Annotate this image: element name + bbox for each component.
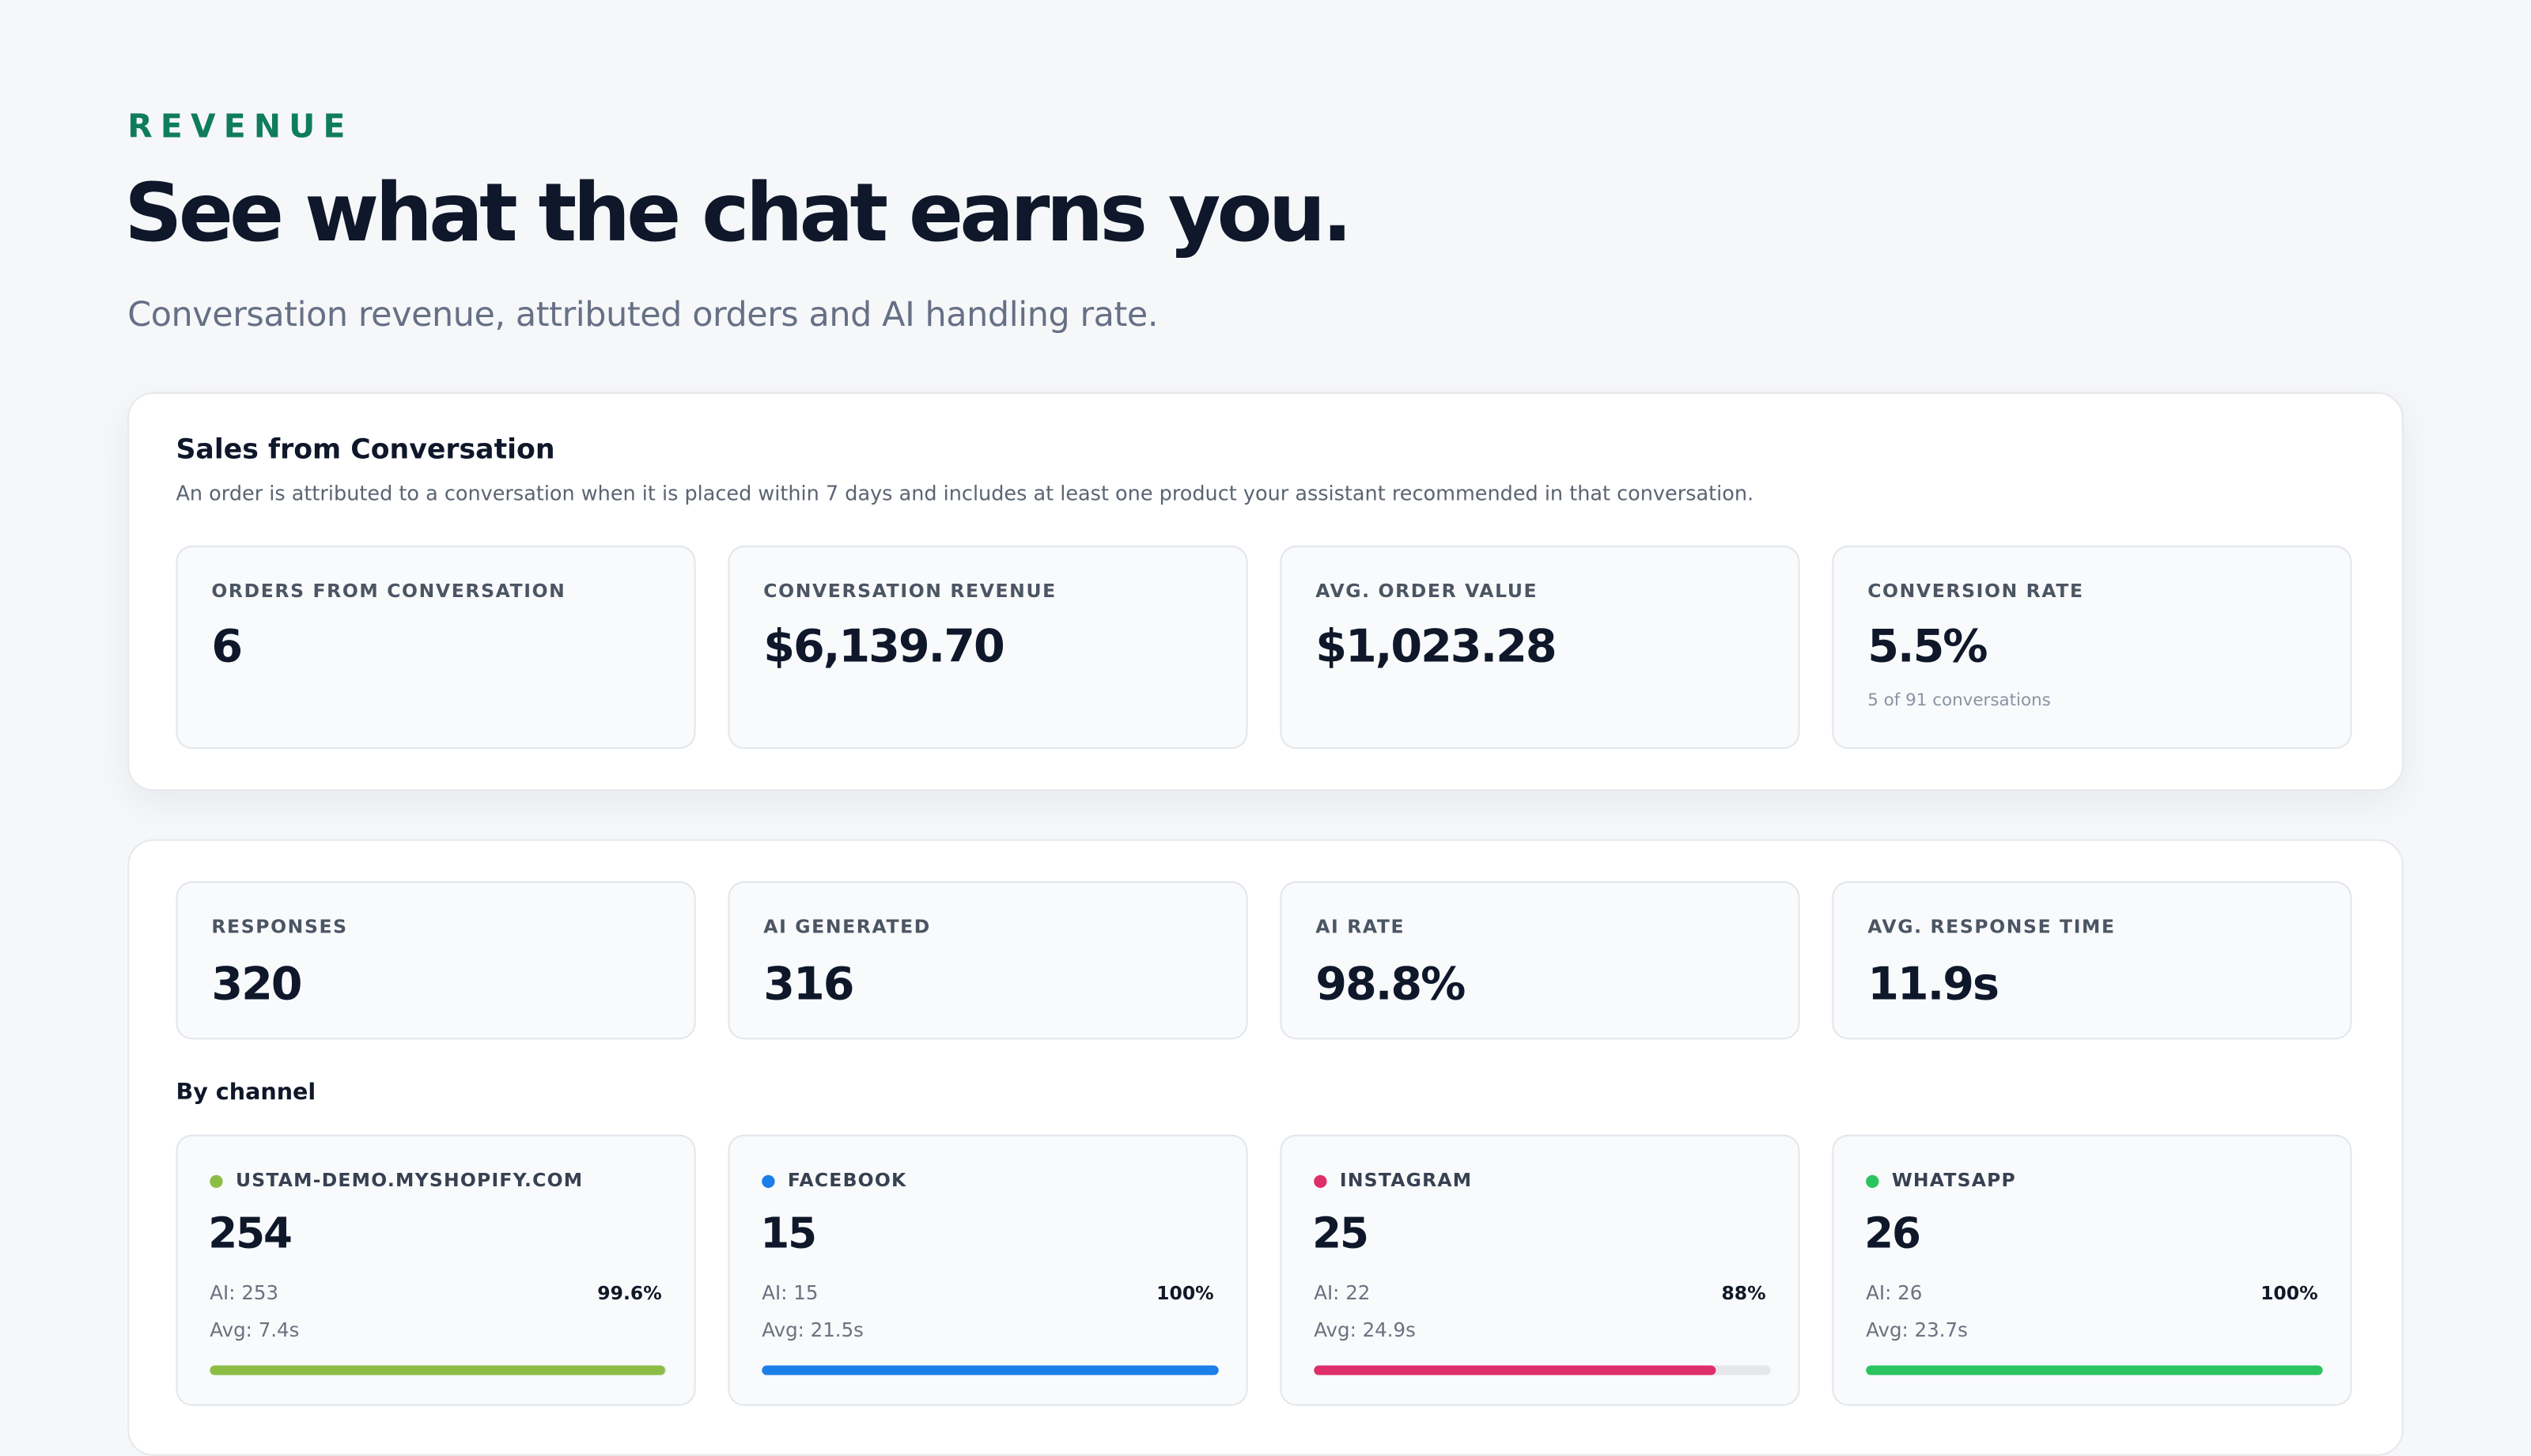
progress-bar <box>210 1365 665 1375</box>
stat-value: $6,139.70 <box>763 619 1004 674</box>
channel-card: USTAM-DEMO.MYSHOPIFY.COM 254 AI: 253 99.6% A… <box>176 1134 696 1406</box>
channel-card: FACEBOOK 15 AI: 15 100% Avg: 21.5s <box>728 1134 1248 1406</box>
progress-track <box>1866 1365 2323 1375</box>
avg-time: Avg: 24.9s <box>1314 1318 1416 1341</box>
stat-card: RESPONSES 320 <box>176 881 696 1040</box>
stat-label: AI GENERATED <box>763 915 931 938</box>
ai-count: AI: 15 <box>762 1281 819 1304</box>
section-title: By channel <box>176 1080 316 1106</box>
progress-bar <box>1314 1365 1716 1375</box>
progress-bar <box>1866 1365 2323 1375</box>
ai-share: 100% <box>2260 1281 2318 1304</box>
channel-name: INSTAGRAM <box>1339 1168 1473 1192</box>
stat-card: AVG. ORDER VALUE $1,023.28 <box>1280 545 1800 749</box>
progress-track <box>762 1365 1219 1375</box>
ai-count: AI: 253 <box>210 1281 279 1304</box>
subtitle: Conversation revenue, attributed orders … <box>127 295 1159 335</box>
eyebrow: REVENUE <box>127 106 354 146</box>
activity-card: By channel RESPONSES 320 AI GENERATED 316 AI… <box>127 839 2404 1456</box>
channel-count: 254 <box>208 1210 293 1259</box>
channel-dot <box>762 1174 775 1189</box>
channel-count: 26 <box>1864 1210 1921 1259</box>
stat-value: 320 <box>211 957 302 1011</box>
stat-value: 11.9s <box>1867 957 1999 1011</box>
channel-count: 15 <box>760 1210 817 1259</box>
stat-label: AVG. RESPONSE TIME <box>1867 915 2116 938</box>
channel-dot <box>1866 1174 1879 1189</box>
stat-label: RESPONSES <box>211 915 348 938</box>
ai-share: 99.6% <box>597 1281 662 1304</box>
stat-value: 98.8% <box>1315 957 1466 1011</box>
stat-card: AI RATE 98.8% <box>1280 881 1800 1040</box>
stat-card: AI GENERATED 316 <box>728 881 1248 1040</box>
stat-value: 316 <box>763 957 854 1011</box>
stat-card: AVG. RESPONSE TIME 11.9s <box>1832 881 2352 1040</box>
stat-value: 6 <box>211 619 243 674</box>
stat-label: ORDERS FROM CONVERSATION <box>211 579 566 603</box>
card-description: An order is attributed to a conversation… <box>176 481 1754 505</box>
stat-card: CONVERSATION REVENUE $6,139.70 <box>728 545 1248 749</box>
channel-name: FACEBOOK <box>787 1168 907 1192</box>
channel-dot <box>1314 1174 1327 1189</box>
stat-value: $1,023.28 <box>1315 619 1557 674</box>
progress-track <box>1314 1365 1771 1375</box>
card-title: Sales from Conversation <box>176 433 555 467</box>
channel-card: INSTAGRAM 25 AI: 22 88% Avg: 24.9s <box>1280 1134 1800 1406</box>
avg-time: Avg: 7.4s <box>210 1318 300 1341</box>
channel-card: WHATSAPP 26 AI: 26 100% Avg: 23.7s <box>1832 1134 2352 1406</box>
stat-label: AI RATE <box>1315 915 1405 938</box>
ai-share: 88% <box>1721 1281 1766 1304</box>
heading: See what the chat earns you. <box>124 166 1353 260</box>
progress-bar <box>762 1365 1219 1375</box>
stat-label: AVG. ORDER VALUE <box>1315 579 1538 603</box>
channel-dot <box>210 1174 223 1189</box>
stat-label: CONVERSION RATE <box>1867 579 2084 603</box>
avg-time: Avg: 21.5s <box>762 1318 864 1341</box>
sales-card: Sales from Conversation An order is attr… <box>127 391 2404 791</box>
stat-card: CONVERSION RATE 5.5% 5 of 91 conversations <box>1832 545 2352 749</box>
stat-card: ORDERS FROM CONVERSATION 6 <box>176 545 696 749</box>
channel-name: WHATSAPP <box>1891 1168 2016 1192</box>
stat-label: CONVERSATION REVENUE <box>763 579 1057 603</box>
channel-name: USTAM-DEMO.MYSHOPIFY.COM <box>235 1168 584 1192</box>
stat-value: 5.5% <box>1867 619 1988 674</box>
revenue-section: REVENUE See what the chat earns you. Con… <box>124 106 2404 1456</box>
stat-note: 5 of 91 conversations <box>1867 690 2051 710</box>
channel-count: 25 <box>1312 1210 1369 1259</box>
ai-count: AI: 22 <box>1314 1281 1371 1304</box>
ai-share: 100% <box>1156 1281 1214 1304</box>
avg-time: Avg: 23.7s <box>1866 1318 1968 1341</box>
progress-track <box>210 1365 667 1375</box>
ai-count: AI: 26 <box>1866 1281 1923 1304</box>
page: REVENUE See what the chat earns you. Con… <box>124 106 2404 1456</box>
